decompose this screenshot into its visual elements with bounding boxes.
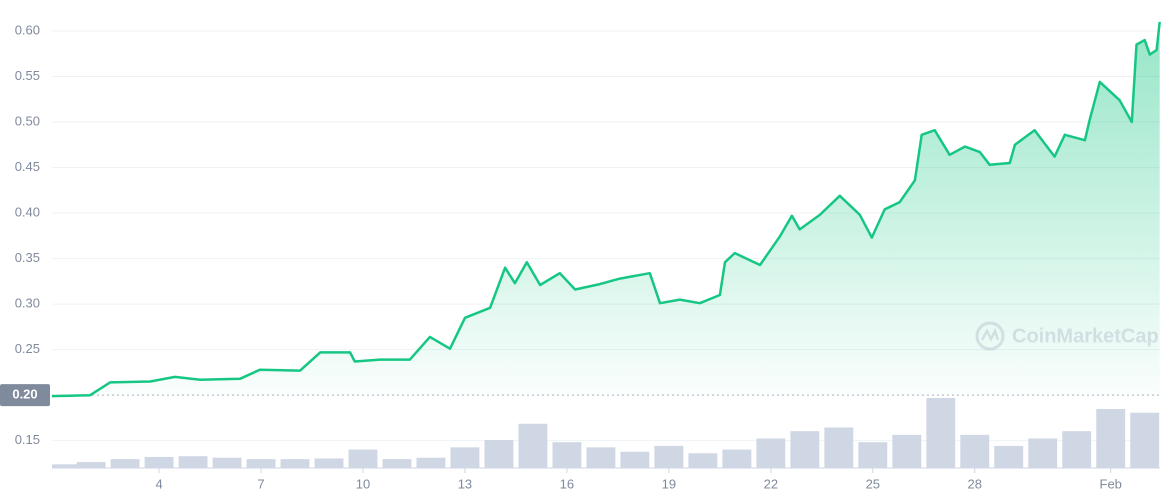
- volume-bar: [1096, 409, 1126, 468]
- volume-bar: [450, 447, 480, 468]
- baseline-label: 0.20: [12, 387, 37, 402]
- volume-bar: [892, 434, 922, 468]
- x-tick-label: 19: [662, 476, 676, 491]
- x-tick-label: 22: [764, 476, 778, 491]
- volume-bar: [654, 445, 684, 468]
- volume-bar: [246, 459, 276, 468]
- volume-bar: [1028, 438, 1058, 468]
- x-tick-label: 4: [155, 476, 162, 491]
- volume-bar: [518, 423, 548, 468]
- watermark-group: CoinMarketCap: [975, 321, 1159, 351]
- volume-bar: [722, 449, 752, 468]
- x-tick-label: Feb: [1100, 476, 1122, 491]
- x-tick-label: 7: [257, 476, 264, 491]
- y-tick-label: 0.25: [15, 341, 40, 356]
- volume-bar: [314, 458, 344, 468]
- volume-bar: [178, 456, 208, 468]
- y-tick-label: 0.15: [15, 432, 40, 447]
- volume-bar: [824, 427, 854, 468]
- volume-bar: [552, 442, 582, 468]
- x-tick-label: 25: [866, 476, 880, 491]
- volume-bar: [994, 445, 1024, 468]
- x-tick-label: 28: [968, 476, 982, 491]
- volume-bar: [688, 453, 718, 468]
- volume-bar: [76, 462, 106, 468]
- y-tick-label: 0.50: [15, 113, 40, 128]
- volume-bar: [280, 459, 310, 468]
- area: [52, 21, 1160, 397]
- volume-bar: [212, 457, 242, 468]
- x-tick-label: 16: [560, 476, 574, 491]
- price-line: [51, 21, 1161, 398]
- volume-bar: [110, 459, 140, 468]
- volume-bar: [382, 459, 412, 468]
- y-tick-label: 0.45: [15, 159, 40, 174]
- volume-bar: [620, 451, 650, 468]
- volume-bar: [858, 442, 888, 468]
- volume-bar: [348, 449, 378, 468]
- watermark-logo: [975, 321, 1005, 351]
- y-tick-label: 0.55: [15, 68, 40, 83]
- volume-bar: [1130, 412, 1160, 468]
- y-tick-label: 0.35: [15, 250, 40, 265]
- volume-bar: [790, 431, 820, 468]
- volume-bar: [144, 456, 174, 468]
- watermark: CoinMarketCap: [1012, 325, 1159, 347]
- volume-bar: [756, 438, 786, 468]
- y-tick-label: 0.60: [15, 22, 40, 37]
- volume-bar: [416, 457, 446, 468]
- volume-bar: [52, 464, 81, 468]
- x-tick-label: 10: [356, 476, 370, 491]
- x-tick-label: 13: [458, 476, 472, 491]
- volume-bar: [926, 398, 956, 468]
- volume-bar: [1062, 431, 1092, 468]
- baseline-badge: [0, 384, 50, 407]
- watermark-logo-mark: [980, 327, 1000, 342]
- volume-bar: [960, 434, 990, 468]
- volume-bar: [586, 447, 616, 468]
- volume-bar: [484, 440, 514, 468]
- y-tick-label: 0.30: [15, 296, 40, 311]
- y-tick-label: 0.40: [15, 204, 40, 219]
